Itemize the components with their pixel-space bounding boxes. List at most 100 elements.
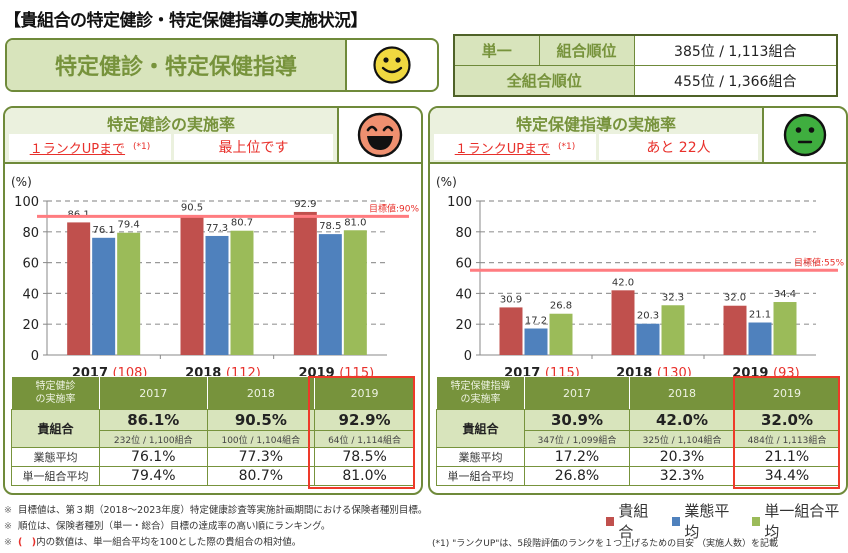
legend-item-single: 単一組合平均 [752, 500, 848, 542]
year-header: 2018 [206, 376, 316, 410]
table-row-industry: 業態平均 17.2% 20.3% 21.1% [436, 447, 840, 467]
legend-swatch-industry [672, 516, 681, 526]
panel-title: 特定健診の実施率 [106, 115, 235, 134]
chart-health-guidance: (%) 0 20 40 60 80 100 30.917.226.8 2017 (115) 42.… [436, 175, 844, 378]
x-tick-label: 2017 (108) [72, 366, 148, 378]
data-label: 76.1 [93, 225, 115, 236]
summary-face-cell [347, 40, 437, 90]
data-label: 90.5 [181, 203, 203, 214]
data-label: 30.9 [500, 294, 522, 305]
y-tick-label: 80 [22, 226, 39, 241]
single-value: 81.0% [314, 466, 415, 486]
industry-value: 76.1% [99, 447, 208, 467]
single-value: 79.4% [99, 466, 208, 486]
table-row-own: 貴組合 86.1% 90.5% 92.9% [11, 409, 415, 448]
own-value: 92.9% [314, 409, 415, 431]
data-table-health-guidance: 特定保健指導 の実施率 2017 2018 2019 貴組合 30.9% 42.0… [436, 376, 840, 486]
single-value: 26.8% [524, 466, 630, 486]
x-tick-label: 2018 (112) [185, 366, 261, 378]
y-tick-label: 60 [22, 257, 39, 272]
own-rank: 325位 / 1,104組合 [629, 430, 735, 448]
rankup-note: (*1) [558, 142, 576, 152]
panel-health-checkup: 特定健診の実施率 １ランクUPまで (*1) 最上位です (%) 0 20 40 60 8… [3, 106, 423, 495]
year-header: 2019 [314, 376, 415, 410]
own-value: 86.1% [99, 409, 208, 431]
legend-item-industry: 業態平均 [672, 500, 740, 542]
bar-own [499, 307, 523, 355]
summary-label: 特定健診・特定保健指導 [7, 40, 347, 90]
bar-industry [205, 235, 229, 355]
panel-title: 特定保健指導の実施率 [515, 115, 676, 134]
rankup-value: あと 22人 [599, 134, 758, 160]
panel-health-guidance: 特定保健指導の実施率 １ランクUPまで (*1) あと 22人 (%) 0 20 40… [428, 106, 848, 495]
table-row-own: 貴組合 30.9% 42.0% 32.0% [436, 409, 840, 448]
rank-value-single: 385位 / 1,113組合 [633, 34, 838, 66]
panel-header: 特定健診の実施率 １ランクUPまで (*1) 最上位です [5, 108, 421, 164]
data-label: 79.4 [118, 220, 140, 231]
note-1: ※ 目標値は、第３期（2018～2023年度）特定健康診査等実施計画期間における保… [4, 505, 428, 516]
rankup-row: １ランクUPまで (*1) あと 22人 [434, 134, 758, 160]
rankup-note: (*1) [133, 142, 151, 152]
year-header: 2019 [734, 376, 840, 410]
y-tick-label: 0 [31, 349, 39, 364]
data-table-health-checkup: 特定健診 の実施率 2017 2018 2019 貴組合 86.1% 90.5% … [11, 376, 415, 486]
data-label: 80.7 [231, 218, 253, 229]
table-header-row: 特定保健指導 の実施率 2017 2018 2019 [436, 376, 840, 410]
smiley-yellow-icon [373, 46, 411, 84]
y-tick-label: 100 [14, 195, 39, 210]
table-corner: 特定保健指導 の実施率 [436, 376, 525, 410]
rank-label-union: 組合順位 [538, 34, 635, 66]
x-tick-label: 2019 (115) [298, 366, 374, 378]
rank-row-single: 単一 組合順位 385位 / 1,113組合 [453, 34, 838, 66]
data-label: 81.0 [344, 217, 366, 228]
bar-single [343, 230, 367, 355]
rankup-link[interactable]: １ランクUPまで [29, 141, 126, 157]
bar-industry [92, 237, 116, 355]
data-label: 77.3 [206, 223, 228, 234]
y-tick-label: 40 [22, 287, 39, 302]
industry-value: 78.5% [314, 447, 415, 467]
bar-single [230, 230, 254, 355]
x-tick-label: 2017 (115) [504, 366, 580, 378]
rankup-value: 最上位です [174, 134, 333, 160]
page-title: 【貴組合の特定健診・特定保健指導の実施状況】 [4, 11, 368, 31]
row-label-single: 単一組合平均 [436, 466, 525, 486]
y-tick-label: 100 [447, 195, 472, 210]
target-label: 目標値:90% [369, 202, 419, 214]
rank-label-single: 単一 [453, 34, 540, 66]
row-label-industry: 業態平均 [11, 447, 100, 467]
table-row-single: 単一組合平均 79.4% 80.7% 81.0% [11, 466, 415, 486]
bar-own [67, 222, 91, 355]
own-value: 42.0% [629, 409, 735, 431]
data-label: 17.2 [525, 316, 547, 327]
bar-industry [318, 234, 342, 355]
rank-row-all: 全組合順位 455位 / 1,366組合 [453, 65, 838, 97]
data-label: 42.0 [612, 277, 634, 288]
note-2: ※ 順位は、保険者種別（単一・総合）目標の達成率の高い順にランキング。 [4, 521, 331, 532]
bar-own [180, 215, 204, 355]
laughing-face-icon [357, 112, 403, 158]
legend-swatch-own [606, 516, 615, 526]
panel-header: 特定保健指導の実施率 １ランクUPまで (*1) あと 22人 [430, 108, 846, 164]
x-tick-label: 2019 (93) [732, 366, 799, 378]
year-header: 2017 [99, 376, 208, 410]
data-label: 34.4 [774, 289, 796, 300]
note-3: ※( )内の数値は、単一組合平均を100とした際の貴組合の相対値。 [4, 537, 302, 548]
data-label: 32.3 [662, 292, 684, 303]
own-rank: 484位 / 1,113組合 [734, 430, 840, 448]
row-label-single: 単一組合平均 [11, 466, 100, 486]
y-tick-label: 80 [455, 226, 472, 241]
single-value: 32.3% [629, 466, 735, 486]
data-label: 20.3 [637, 311, 659, 322]
own-value: 90.5% [206, 409, 316, 431]
y-axis-label: (%) [436, 175, 457, 189]
neutral-face-icon [783, 113, 827, 157]
bar-single [661, 305, 685, 355]
bar-single [549, 313, 573, 355]
rank-label-all: 全組合順位 [453, 65, 635, 97]
rankup-link[interactable]: １ランクUPまで [454, 141, 551, 157]
legend-item-own: 貴組合 [606, 500, 660, 542]
own-value: 30.9% [524, 409, 630, 431]
row-label-industry: 業態平均 [436, 447, 525, 467]
